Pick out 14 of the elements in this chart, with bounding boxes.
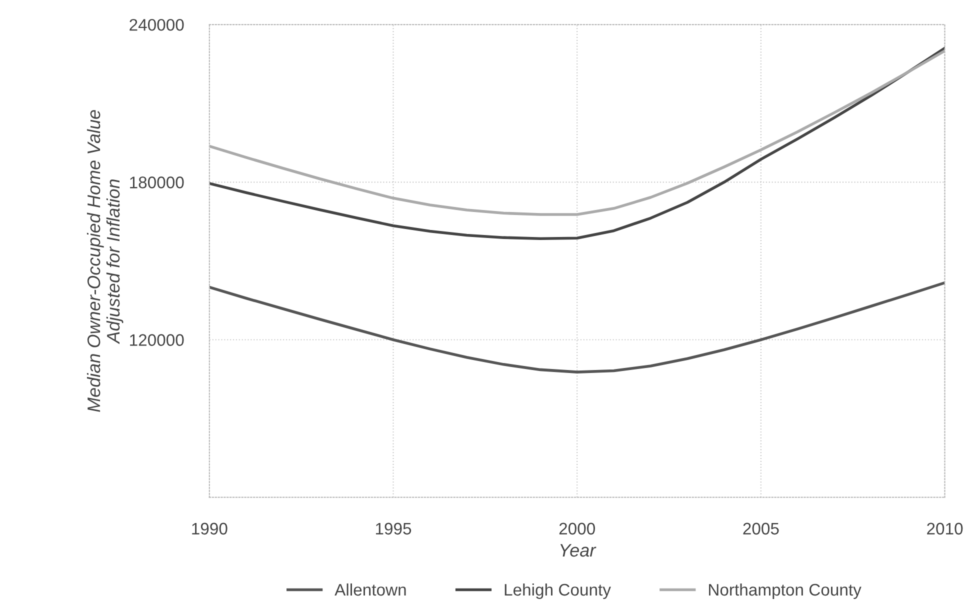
line-series — [209, 281, 945, 374]
legend-label: Lehigh County — [504, 583, 611, 599]
x-axis-title: Year — [560, 544, 596, 557]
legend-label: Allentown — [334, 583, 406, 596]
y-axis-title: Median Owner-Occupied Home Value Adjusted for Inflation — [86, 110, 124, 412]
legend-label: Northampton County — [709, 583, 862, 599]
y-tick-label: 180000 — [130, 176, 184, 188]
x-tick-label: 1995 — [376, 522, 412, 535]
x-tick-label: 2005 — [743, 522, 779, 535]
y-tick-label: 240000 — [130, 18, 184, 31]
x-tick-label: 2000 — [559, 522, 595, 535]
x-tick-label: 2010 — [927, 522, 963, 535]
x-tick-label: 1990 — [192, 522, 228, 535]
y-tick-label: 120000 — [130, 334, 184, 346]
